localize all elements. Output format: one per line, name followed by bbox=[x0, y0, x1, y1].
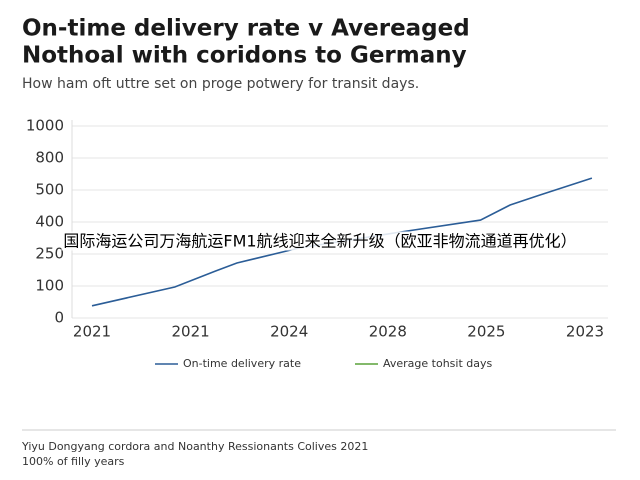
x-tick-label: 2021 bbox=[73, 323, 111, 341]
y-tick-label: 500 bbox=[35, 181, 64, 199]
footer-text: Yiyu Dongyang cordora and Noanthy Ressio… bbox=[21, 440, 368, 453]
x-tick-label: 2024 bbox=[270, 323, 308, 341]
legend-label: Average tohsit days bbox=[383, 357, 493, 370]
x-tick-label: 2025 bbox=[467, 323, 505, 341]
chart-subtitle: How ham oft uttre set on proge potwery f… bbox=[22, 76, 419, 92]
x-tick-label: 2028 bbox=[369, 323, 407, 341]
chart-title: Nothoal with coridons to Germany bbox=[22, 43, 467, 69]
y-tick-label: 0 bbox=[54, 309, 64, 327]
x-tick-label: 2023 bbox=[566, 323, 604, 341]
y-tick-label: 250 bbox=[35, 245, 64, 263]
overlay-text: 国际海运公司万海航运FM1航线迎来全新升级（欧亚非物流通道再优化） bbox=[63, 232, 576, 251]
y-tick-label: 1000 bbox=[26, 117, 64, 135]
y-tick-label: 800 bbox=[35, 149, 64, 167]
chart-title: On-time delivery rate v Avereaged bbox=[22, 16, 470, 42]
footer-text: 100% of filly years bbox=[22, 455, 125, 468]
legend-label: On-time delivery rate bbox=[183, 357, 301, 370]
y-tick-label: 100 bbox=[35, 277, 64, 295]
x-tick-label: 2021 bbox=[172, 323, 210, 341]
y-tick-label: 400 bbox=[35, 213, 64, 231]
overlay-background bbox=[61, 231, 579, 251]
